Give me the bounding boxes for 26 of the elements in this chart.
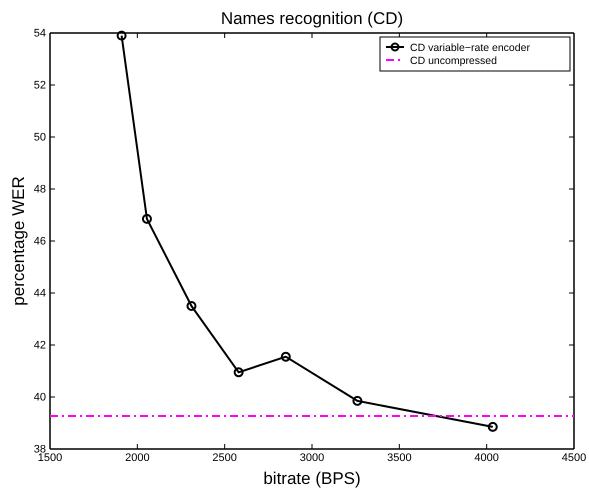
x-tick-label: 3000: [300, 452, 324, 464]
y-tick-label: 50: [34, 132, 46, 144]
x-tick-label: 3500: [387, 452, 412, 464]
x-tick-label: 2000: [125, 452, 150, 464]
y-tick-label: 40: [34, 392, 46, 404]
x-tick-label: 4500: [562, 452, 586, 464]
y-tick-label: 54: [34, 28, 46, 40]
point: [488, 422, 498, 432]
y-tick-label: 48: [34, 184, 46, 196]
legend-label: CD uncompressed: [410, 55, 498, 67]
y-tick-label: 46: [34, 236, 46, 248]
x-axis-title: bitrate (BPS): [263, 469, 361, 488]
x-tick-label: 4000: [474, 452, 499, 464]
point: [234, 367, 244, 378]
point: [116, 30, 127, 41]
point: [142, 214, 152, 224]
y-axis-title: percentage WER: [9, 176, 28, 306]
x-tick-label: 2500: [212, 452, 237, 464]
point: [352, 396, 362, 406]
chart-title: Names recognition (CD): [220, 9, 404, 28]
point: [186, 301, 196, 311]
point: [280, 352, 291, 362]
y-tick-label: 52: [34, 80, 46, 92]
y-tick-label: 42: [34, 340, 46, 352]
y-tick-label: 44: [34, 288, 46, 300]
legend-label: CD variable−rate encoder: [410, 42, 530, 54]
